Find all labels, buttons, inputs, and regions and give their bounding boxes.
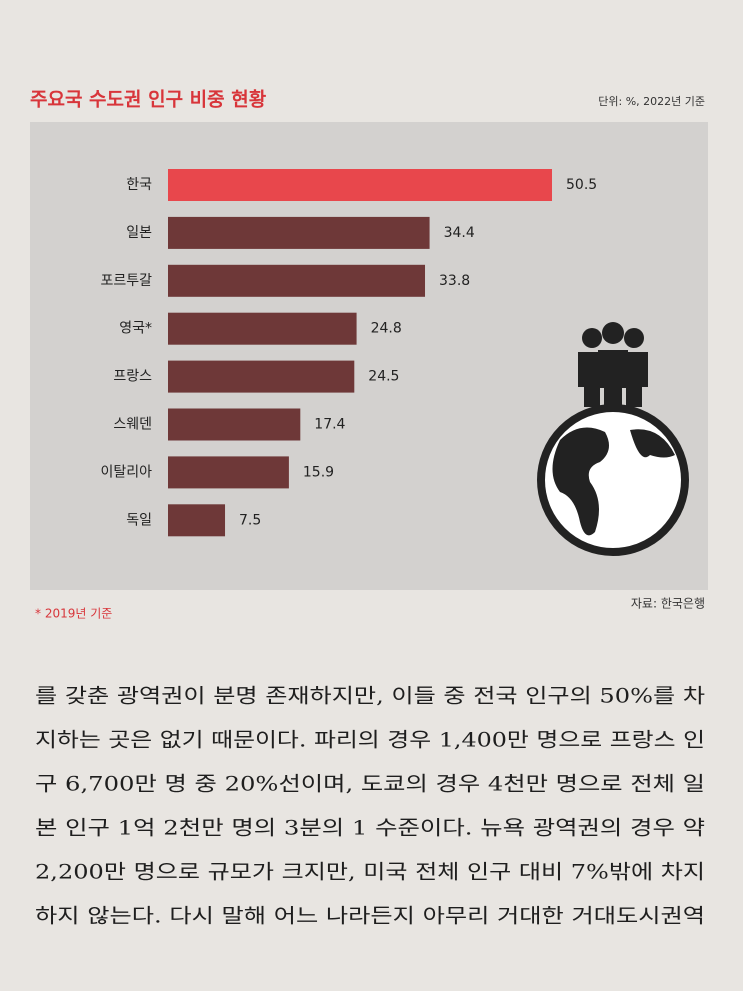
value-label: 17.4 — [314, 417, 345, 433]
body-text: 를 갖춘 광역권이 분명 존재하지만, 이들 중 전국 인구의 50%를 차지하… — [35, 684, 705, 928]
value-label: 24.8 — [371, 321, 402, 337]
bar — [168, 312, 357, 345]
chart-title: 주요국 수도권 인구 비중 현황 — [30, 88, 267, 111]
source: 자료: 한국은행 — [631, 596, 705, 611]
category-label: 스웨덴 — [113, 417, 152, 433]
value-label: 50.5 — [566, 177, 597, 193]
category-label: 이탈리아 — [100, 464, 152, 480]
value-label: 24.5 — [368, 369, 399, 385]
bar — [168, 504, 226, 537]
category-label: 한국 — [126, 177, 152, 193]
category-label: 일본 — [126, 225, 152, 241]
bar — [168, 456, 289, 489]
body-line: 구 6,700만 명 중 20%선이며, 도쿄의 경우 4천만 명으로 전체 일 — [35, 772, 705, 796]
body-line: 하지 않는다. 다시 말해 어느 나라든지 아무리 거대한 거대도시권역 — [35, 904, 705, 928]
category-label: 독일 — [126, 512, 152, 528]
chart-subtitle: 단위: %, 2022년 기준 — [598, 95, 705, 108]
value-label: 33.8 — [439, 273, 470, 289]
value-label: 7.5 — [239, 512, 261, 528]
body-line: 본 인구 1억 2천만 명의 3분의 1 수준이다. 뉴욕 광역권의 경우 약 — [35, 816, 705, 840]
globe-icon — [537, 322, 689, 556]
value-label: 34.4 — [444, 225, 475, 241]
bar — [168, 169, 552, 201]
category-label: 프랑스 — [113, 369, 152, 385]
bar — [168, 360, 355, 393]
category-label: 포르투갈 — [100, 273, 152, 289]
category-label: 영국* — [119, 321, 152, 337]
value-label: 15.9 — [303, 464, 334, 480]
bar — [168, 408, 301, 441]
body-line: 를 갖춘 광역권이 분명 존재하지만, 이들 중 전국 인구의 50%를 차 — [35, 684, 705, 708]
body-line: 지하는 곳은 없기 때문이다. 파리의 경우 1,400만 명으로 프랑스 인 — [35, 728, 705, 752]
body-line: 2,200만 명으로 규모가 크지만, 미국 전체 인구 대비 7%밖에 차지 — [35, 860, 705, 884]
footnote: * 2019년 기준 — [35, 607, 112, 621]
bar — [168, 264, 426, 297]
bar — [168, 216, 430, 249]
